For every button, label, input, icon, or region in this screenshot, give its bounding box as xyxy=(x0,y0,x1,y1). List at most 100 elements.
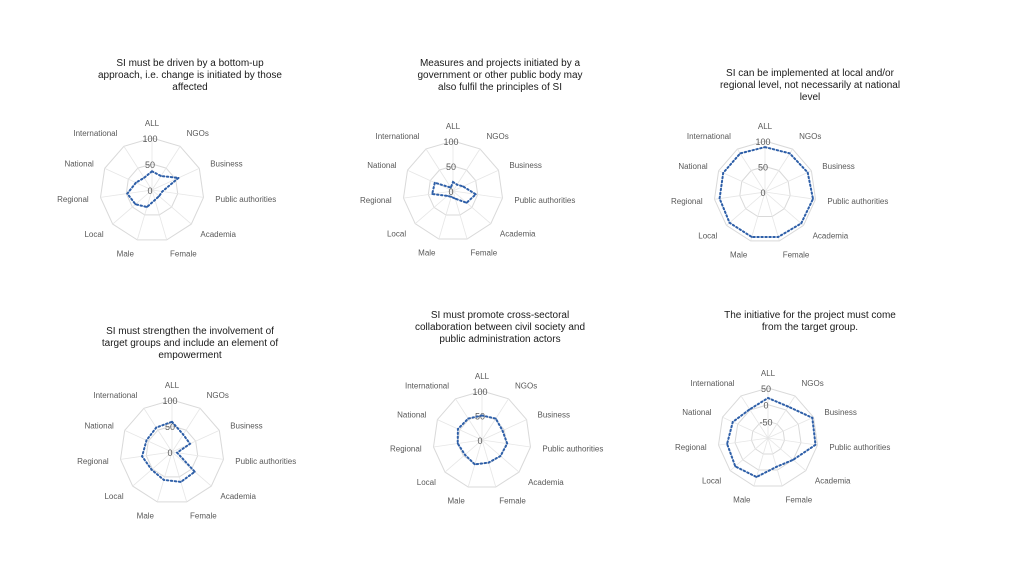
data-point xyxy=(433,181,436,184)
data-point xyxy=(154,199,156,201)
grid-spoke xyxy=(171,408,201,453)
grid-spoke xyxy=(481,419,527,441)
tick-label: 100 xyxy=(755,137,770,147)
data-point xyxy=(775,465,778,468)
grid-ring xyxy=(717,387,819,487)
grid-ring xyxy=(145,425,199,478)
grid-ring xyxy=(750,420,786,455)
category-label: NGOs xyxy=(207,391,229,400)
data-point xyxy=(464,453,466,456)
chart-title: SI must strengthen the involvement of ta… xyxy=(101,326,279,361)
grid-ring xyxy=(99,137,205,241)
data-point xyxy=(467,417,470,420)
data-point xyxy=(788,152,791,155)
category-label: ALL xyxy=(446,122,461,131)
category-label: Female xyxy=(783,250,810,259)
grid-spoke xyxy=(437,419,483,441)
tick-label: 50 xyxy=(446,162,456,172)
data-point xyxy=(506,442,509,445)
series-line xyxy=(141,420,197,483)
category-label: National xyxy=(367,161,397,170)
category-label: Academia xyxy=(815,477,851,486)
chart-title: SI must promote cross-sectoral collabora… xyxy=(414,310,586,345)
grid-spoke xyxy=(124,430,173,453)
grid-spoke xyxy=(438,190,454,240)
category-label: ALL xyxy=(145,119,160,128)
grid-spoke xyxy=(151,168,200,191)
grid-ring xyxy=(734,404,802,471)
grid-spoke xyxy=(753,437,769,487)
radar-grid xyxy=(717,387,819,487)
data-point xyxy=(452,181,454,183)
grid-spoke xyxy=(729,437,769,472)
category-label: Public authorities xyxy=(215,195,276,204)
category-label: National xyxy=(397,411,427,420)
category-label: Regional xyxy=(675,443,707,452)
grid-spoke xyxy=(764,191,780,242)
data-point xyxy=(182,433,185,436)
category-label: Local xyxy=(702,477,721,486)
grid-spoke xyxy=(151,146,181,191)
category-label: Local xyxy=(104,492,123,501)
data-point xyxy=(150,468,153,471)
grid-ring xyxy=(119,399,225,503)
data-point xyxy=(189,442,191,445)
category-label: ALL xyxy=(165,381,180,390)
grid-spoke xyxy=(171,430,220,453)
data-point xyxy=(143,176,145,179)
category-label: Business xyxy=(509,161,541,170)
grid-spoke xyxy=(740,395,769,439)
category-label: Academia xyxy=(500,230,536,239)
data-point xyxy=(473,463,476,466)
data-point xyxy=(481,414,483,417)
data-point xyxy=(456,183,458,186)
category-label: NGOs xyxy=(187,129,209,138)
data-point xyxy=(792,458,795,461)
grid-spoke xyxy=(143,408,173,453)
category-label: International xyxy=(93,391,137,400)
grid-spoke xyxy=(718,170,766,193)
data-point xyxy=(462,185,464,188)
tick-label: 50 xyxy=(758,163,768,173)
category-label: Academia xyxy=(813,231,849,240)
category-label: Business xyxy=(824,408,856,417)
category-label: Regional xyxy=(77,457,109,466)
tick-label: 0 xyxy=(147,186,152,196)
data-point xyxy=(158,195,160,198)
category-label: Local xyxy=(698,231,717,240)
category-label: Local xyxy=(417,478,436,487)
data-point xyxy=(177,177,180,179)
data-point xyxy=(767,397,769,399)
data-point xyxy=(750,236,753,238)
data-point xyxy=(718,197,721,200)
category-label: Public authorities xyxy=(542,445,603,454)
data-point xyxy=(171,420,173,423)
grid-spoke xyxy=(171,451,224,460)
data-point xyxy=(811,416,814,419)
tick-label: 100 xyxy=(443,137,458,147)
tick-label: 100 xyxy=(162,396,177,406)
radar-chart-6: The initiative for the project must come… xyxy=(660,310,960,550)
category-label: NGOs xyxy=(802,379,824,388)
category-label: National xyxy=(84,421,114,430)
category-label: Male xyxy=(447,497,465,506)
category-label: Regional xyxy=(390,445,422,454)
category-label: Regional xyxy=(671,197,703,206)
data-point xyxy=(755,476,758,478)
chart-title: SI must be driven by a bottom-up approac… xyxy=(97,58,282,93)
category-label: National xyxy=(64,159,94,168)
grid-spoke xyxy=(722,416,769,439)
data-point xyxy=(160,175,162,177)
grid-spoke xyxy=(444,439,483,473)
category-label: Academia xyxy=(220,492,256,501)
category-label: Male xyxy=(137,511,155,520)
data-point xyxy=(161,190,164,193)
grid-spoke xyxy=(112,189,153,225)
category-label: National xyxy=(682,408,712,417)
data-point xyxy=(501,429,504,432)
grid-ring xyxy=(427,165,479,216)
